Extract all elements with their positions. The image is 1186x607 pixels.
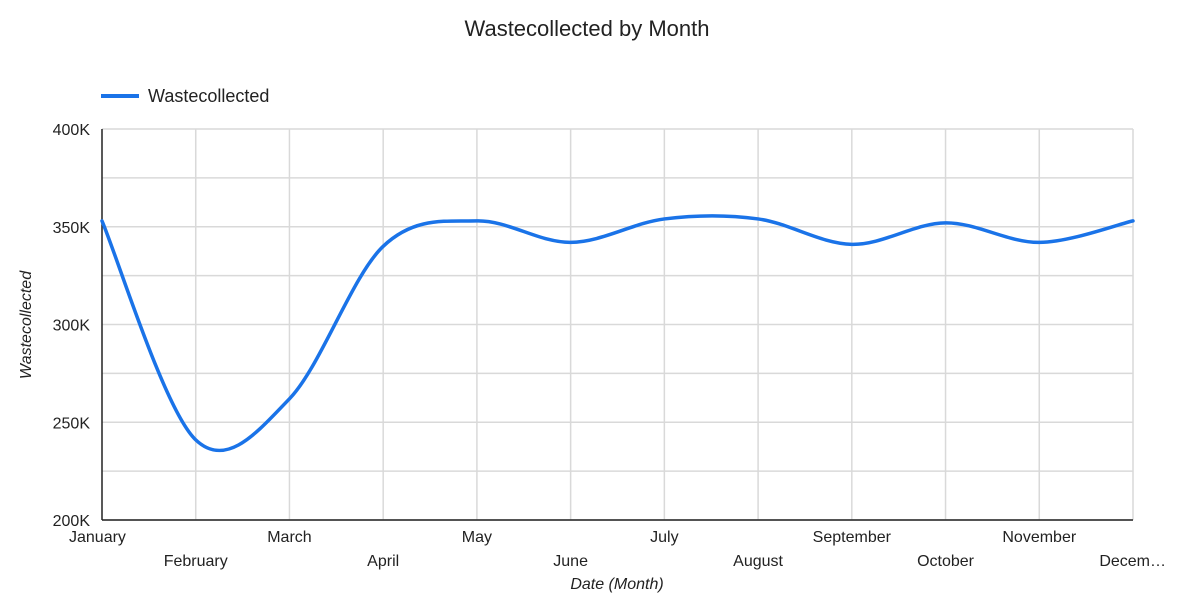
x-tick-label: October bbox=[917, 553, 975, 570]
series-line-wastecollected bbox=[100, 214, 1135, 453]
x-axis-title: Date (Month) bbox=[570, 576, 663, 593]
x-tick-label: March bbox=[267, 529, 311, 546]
series-group bbox=[100, 214, 1135, 453]
chart-title: Wastecollected by Month bbox=[465, 16, 710, 41]
legend-label: Wastecollected bbox=[148, 86, 269, 106]
x-tick-label: November bbox=[1002, 529, 1076, 546]
x-tick-label: January bbox=[69, 529, 126, 546]
x-tick-label: August bbox=[733, 553, 783, 570]
y-tick-label: 400K bbox=[53, 122, 91, 139]
x-tick-label: Decem… bbox=[1099, 553, 1166, 570]
x-tick-label: May bbox=[462, 529, 492, 546]
legend: Wastecollected bbox=[101, 86, 269, 106]
x-tick-label: June bbox=[553, 553, 588, 570]
y-tick-label: 300K bbox=[53, 318, 91, 335]
y-tick-label: 200K bbox=[53, 513, 91, 530]
x-axis-ticks: January February March April May June July Augu… bbox=[69, 529, 1166, 570]
y-tick-label: 350K bbox=[53, 220, 91, 237]
y-axis-title: Wastecollected bbox=[18, 270, 35, 379]
y-tick-label: 250K bbox=[53, 415, 91, 432]
x-tick-label: September bbox=[813, 529, 892, 546]
x-tick-label: April bbox=[367, 553, 399, 570]
gridlines bbox=[101, 128, 1134, 521]
y-axis-ticks: 200K 250K 300K 350K 400K bbox=[53, 122, 91, 530]
x-tick-label: February bbox=[164, 553, 228, 570]
x-tick-label: July bbox=[650, 529, 678, 546]
